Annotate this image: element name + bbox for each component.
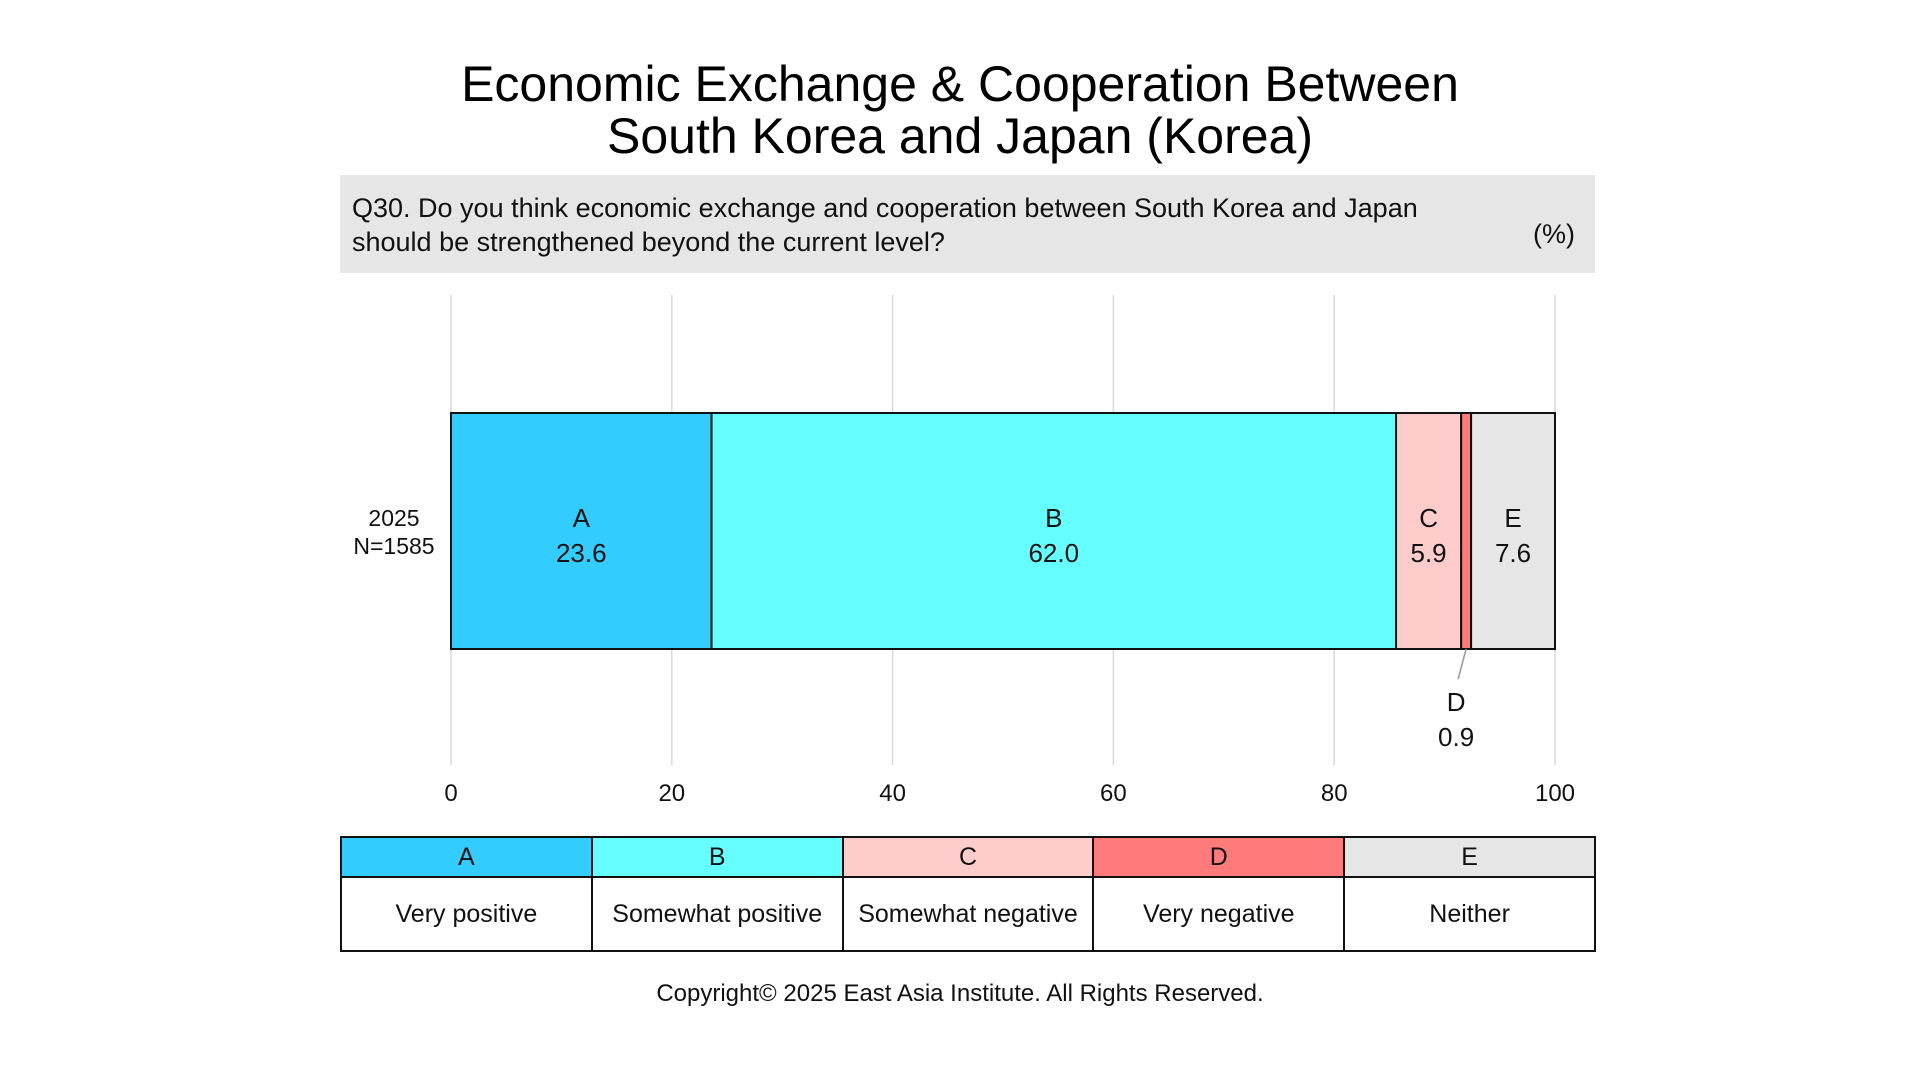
legend-label-b: Somewhat positive (590, 876, 844, 952)
legend-label-c: Somewhat negative (841, 876, 1095, 952)
legend-key-e: E (1343, 836, 1596, 878)
question-text: Q30. Do you think economic exchange and … (352, 191, 1502, 259)
data-label-e: 7.6 (1495, 538, 1531, 568)
bar-segment-a (450, 412, 713, 650)
segment-key-c: C (1419, 503, 1438, 533)
data-label-d: 0.9 (1438, 722, 1474, 752)
title-line-1: Economic Exchange & Cooperation Between (461, 56, 1459, 112)
x-tick-label-60: 60 (1100, 780, 1127, 807)
leader-line-d (1457, 648, 1467, 680)
legend-table: A B C D E Very positive Somewhat positiv… (340, 836, 1596, 952)
segment-key-a: A (573, 503, 591, 533)
data-label-a: 23.6 (556, 538, 607, 568)
category-sublabel: N=1585 (353, 533, 434, 559)
legend-key-b: B (590, 836, 844, 878)
bar-segment-e (1470, 412, 1556, 650)
legend-key-c: C (841, 836, 1095, 878)
question-line-1: Q30. Do you think economic exchange and … (352, 193, 1418, 223)
legend-key-d: D (1092, 836, 1346, 878)
legend-label-d: Very negative (1092, 876, 1346, 952)
x-tick-label-40: 40 (879, 780, 906, 807)
legend-key-a: A (340, 836, 593, 878)
data-label-c: 5.9 (1411, 538, 1447, 568)
bar-segment-b (710, 412, 1398, 650)
legend-label-e: Neither (1343, 876, 1596, 952)
unit-label: (%) (1533, 219, 1575, 249)
segment-key-e: E (1504, 503, 1521, 533)
copyright: Copyright© 2025 East Asia Institute. All… (656, 980, 1264, 1007)
bar-segment-d (1460, 412, 1473, 650)
x-tick-label-100: 100 (1535, 780, 1575, 807)
x-tick-label-0: 0 (444, 780, 457, 807)
question-line-2: should be strengthened beyond the curren… (352, 227, 945, 257)
title-line-2: South Korea and Japan (Korea) (606, 108, 1314, 164)
legend-label-a: Very positive (340, 876, 593, 952)
segment-key-b: B (1045, 503, 1062, 533)
chart-title: Economic Exchange & Cooperation Between … (0, 58, 1920, 162)
data-label-b: 62.0 (1028, 538, 1079, 568)
category-label: 2025 (368, 505, 419, 531)
question-box: Q30. Do you think economic exchange and … (340, 175, 1595, 273)
bar-segment-c (1395, 412, 1463, 650)
segment-key-d: D (1447, 687, 1466, 717)
legend-key-row: A B C D E (340, 836, 1596, 878)
x-tick-label-20: 20 (658, 780, 685, 807)
x-tick-label-80: 80 (1321, 780, 1348, 807)
legend-label-row: Very positive Somewhat positive Somewhat… (340, 876, 1596, 952)
